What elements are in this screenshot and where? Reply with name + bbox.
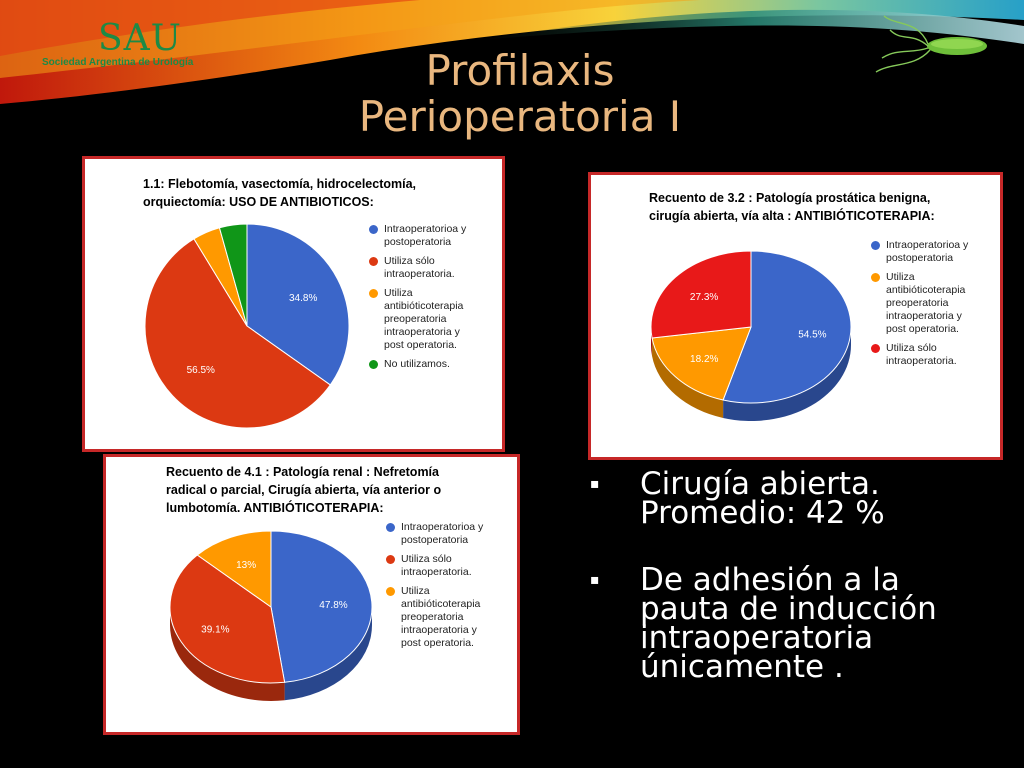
bullet-2-line-1: De adhesión a la [640, 562, 900, 598]
bullet-2-line-4: únicamente . [640, 649, 844, 685]
chart-3-title-line-3: lumbotomía. ANTIBIÓTICOTERAPIA: [166, 501, 384, 515]
bullet-1-line-1: Cirugía abierta. [640, 466, 880, 502]
bullet-marker-icon: ▪ [590, 476, 600, 492]
bullet-2-line-3: intraoperatoria [640, 620, 874, 656]
legend-label: Intraoperatorioa y postoperatoria [886, 239, 969, 264]
chart-3-title-line-2: radical o parcial, Cirugía abierta, vía … [166, 483, 442, 497]
pie-2-slice-2 [651, 326, 752, 401]
chart-2-legend: Intraoperatorioa y postoperatoria Utiliza… [871, 239, 999, 374]
pie-2-slice-1 [722, 250, 852, 404]
pie-1-data-label-1: 34.8% [289, 293, 317, 304]
legend-swatch [369, 257, 378, 266]
bullet-1-line-2: Promedio: 42 % [640, 495, 885, 531]
chart-card-1: 1.1: Flebotomía, vasectomía, hidrocelect… [82, 156, 505, 452]
legend-swatch [871, 241, 880, 250]
legend-swatch [369, 289, 378, 298]
pie-3-data-label-1: 47.8% [319, 600, 347, 611]
legend-swatch [386, 587, 395, 596]
pie-2-slice-3 [650, 250, 752, 339]
chart-card-2: Recuento de 3.2 : Patología prostática b… [588, 172, 1003, 460]
logo-mark: SAU [98, 18, 182, 59]
pie-chart-2: 54.5% 18.2% 27.3% [650, 250, 852, 421]
legend-label: Utiliza antibióticoterapia preoperatoria… [886, 271, 966, 335]
pie-2-data-label-1: 54.5% [798, 330, 826, 341]
chart-1-title: 1.1: Flebotomía, vasectomía, hidrocelect… [143, 175, 416, 211]
chart-1-title-line-1: 1.1: Flebotomía, vasectomía, hidrocelect… [143, 177, 417, 191]
legend-label: Utiliza sólo intraoperatoria. [384, 255, 455, 280]
pie-2-data-label-2: 18.2% [690, 354, 718, 365]
pie-1-slice-2 [144, 238, 331, 429]
bullet-marker-icon: ▪ [590, 572, 600, 588]
legend-label: Intraoperatorioa y postoperatoria [401, 521, 484, 546]
chart-3-title-line-1: Recuento de 4.1 : Patología renal : Nefr… [166, 465, 439, 479]
pie-3-data-label-3: 13% [236, 560, 256, 571]
chart-2-title-line-1: Recuento de 3.2 : Patología prostática b… [649, 191, 931, 205]
legend-label: Utiliza sólo intraoperatoria. [886, 342, 957, 367]
sau-logo: SAU Sociedad Argentina de Urología [42, 18, 242, 68]
bullet-text-1: Cirugía abierta. Promedio: 42 % [640, 466, 885, 531]
legend-item-1: Intraoperatorioa y postoperatoria [386, 521, 516, 547]
legend-item-3: Utiliza antibióticoterapia preoperatoria… [369, 287, 499, 352]
pie-3-slice-1-side [284, 607, 372, 701]
pie-1-slice-1 [246, 223, 350, 386]
chart-3-legend: Intraoperatorioa y postoperatoria Utiliza… [386, 521, 516, 656]
legend-swatch [386, 523, 395, 532]
legend-swatch [386, 555, 395, 564]
legend-item-3: Utiliza sólo intraoperatoria. [871, 342, 999, 368]
pie-3-slice-2 [169, 554, 286, 684]
slide-title: Profilaxis Perioperatoria I [300, 48, 740, 140]
logo-text: Sociedad Argentina de Urología [42, 57, 194, 68]
legend-swatch [369, 225, 378, 234]
pie-1-data-label-2: 56.5% [187, 365, 215, 376]
bullet-item-1: ▪ Cirugía abierta. Promedio: 42 % [590, 466, 1010, 531]
pie-3-slice-3 [196, 530, 272, 608]
pie-3-slice-2-side [170, 607, 285, 701]
legend-swatch [369, 360, 378, 369]
bullet-text-2: De adhesión a la pauta de inducción intr… [640, 562, 937, 685]
legend-label: No utilizamos. [384, 358, 450, 370]
chart-1-legend: Intraoperatorioa y postoperatoria Utiliza… [369, 223, 499, 377]
legend-label: Utiliza sólo intraoperatoria. [401, 553, 472, 578]
pie-3-slice-1 [270, 530, 373, 683]
pie-3-data-label-2: 39.1% [201, 625, 229, 636]
pie-chart-3: 47.8% 39.1% 13% [169, 530, 373, 701]
legend-item-3: Utiliza antibióticoterapia preoperatoria… [386, 585, 516, 650]
legend-item-2: Utiliza antibióticoterapia preoperatoria… [871, 271, 999, 336]
chart-card-3: Recuento de 4.1 : Patología renal : Nefr… [103, 454, 520, 735]
bullet-list: ▪ Cirugía abierta. Promedio: 42 % ▪ De a… [590, 466, 1010, 720]
chart-1-title-line-2: orquiectomía: USO DE ANTIBIOTICOS: [143, 195, 374, 209]
pie-chart-1: 34.8% 56.5% [144, 223, 350, 429]
legend-item-1: Intraoperatorioa y postoperatoria [871, 239, 999, 265]
legend-item-2: Utiliza sólo intraoperatoria. [369, 255, 499, 281]
chart-2-title: Recuento de 3.2 : Patología prostática b… [649, 189, 935, 225]
legend-label: Utiliza antibióticoterapia preoperatoria… [384, 287, 464, 351]
bullet-2-line-2: pauta de inducción [640, 591, 937, 627]
legend-label: Utiliza antibióticoterapia preoperatoria… [401, 585, 481, 649]
legend-item-1: Intraoperatorioa y postoperatoria [369, 223, 499, 249]
pie-1-slice-4 [218, 223, 248, 327]
bullet-item-2: ▪ De adhesión a la pauta de inducción in… [590, 562, 1010, 685]
legend-item-4: No utilizamos. [369, 358, 499, 371]
pie-2-data-label-3: 27.3% [690, 292, 718, 303]
bacteria-icon [875, 15, 987, 73]
pie-2-slice-2-side [652, 337, 724, 418]
chart-2-title-line-2: cirugía abierta, vía alta : ANTIBIÓTICOT… [649, 209, 935, 223]
legend-swatch [871, 273, 880, 282]
title-line-2: Perioperatoria I [358, 92, 682, 141]
legend-label: Intraoperatorioa y postoperatoria [384, 223, 467, 248]
legend-item-2: Utiliza sólo intraoperatoria. [386, 553, 516, 579]
title-line-1: Profilaxis [425, 46, 615, 95]
pie-2-slice-1-side [723, 327, 851, 421]
legend-swatch [871, 344, 880, 353]
chart-3-title: Recuento de 4.1 : Patología renal : Nefr… [166, 463, 441, 517]
